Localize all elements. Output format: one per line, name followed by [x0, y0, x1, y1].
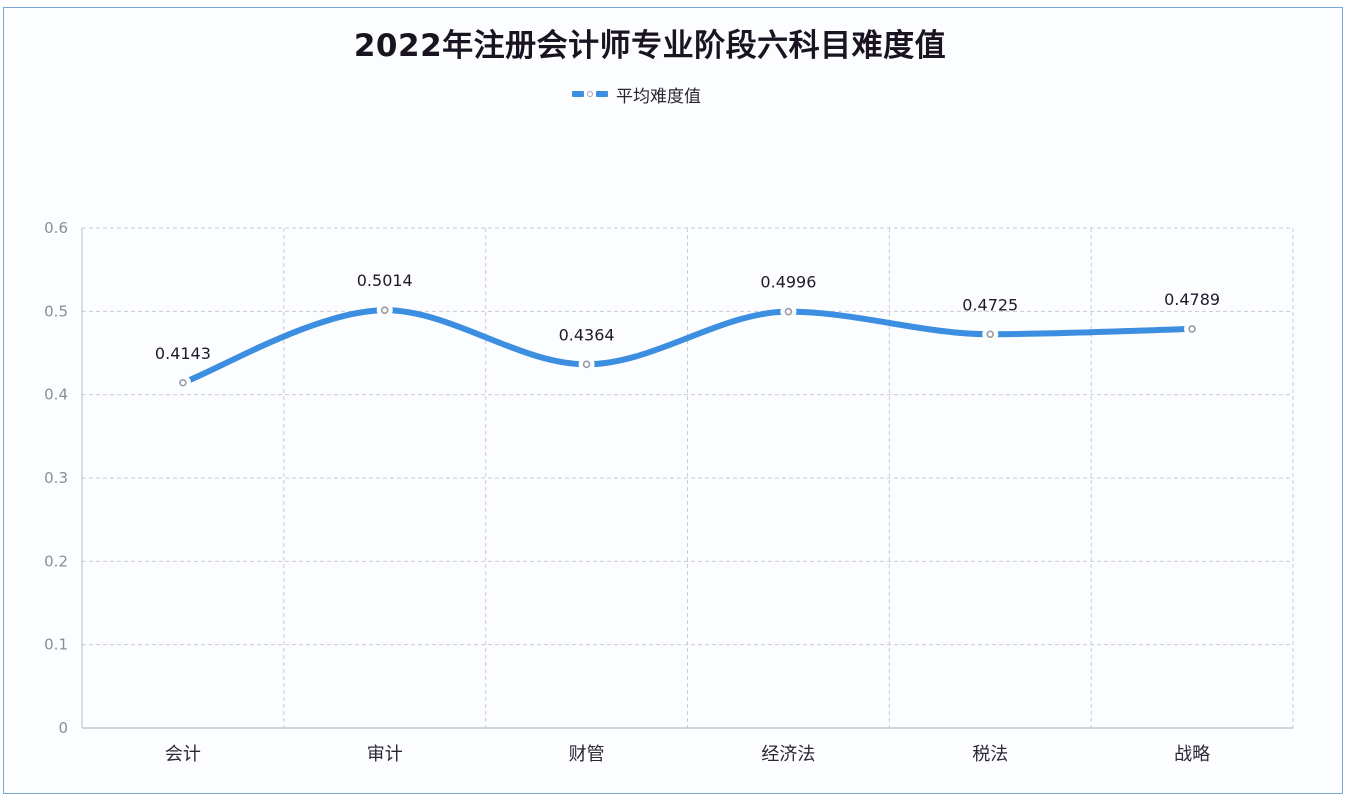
data-point-marker[interactable] [582, 360, 591, 369]
y-tick-label: 0.4 [44, 386, 68, 404]
data-label: 0.5014 [357, 271, 413, 290]
legend[interactable]: 平均难度值 [572, 82, 701, 107]
data-point-marker[interactable] [986, 330, 995, 339]
chart-frame [3, 7, 1343, 794]
y-axis-ticks: 0 0.1 0.2 0.3 0.4 0.5 0.6 [44, 219, 68, 737]
series-line [181, 307, 1193, 386]
data-label: 0.4789 [1164, 290, 1220, 309]
chart-title: 2022年注册会计师专业阶段六科目难度值 [353, 28, 947, 64]
data-series [174, 302, 1201, 391]
x-tick-label: 税法 [972, 744, 1008, 765]
x-tick-label: 审计 [367, 744, 403, 765]
legend-label: 平均难度值 [616, 86, 701, 107]
data-labels: 0.4143 0.5014 0.4364 0.4996 0.4725 0.4789 [155, 271, 1220, 363]
axes [81, 228, 1293, 729]
x-tick-label: 战略 [1174, 744, 1210, 765]
y-tick-label: 0.2 [44, 552, 68, 570]
y-tick-label: 0.5 [44, 302, 68, 320]
data-point-marker[interactable] [784, 307, 793, 316]
data-label: 0.4996 [760, 273, 816, 292]
data-point-marker[interactable] [1188, 325, 1196, 333]
data-label: 0.4364 [559, 325, 615, 344]
data-point-marker[interactable] [380, 306, 389, 314]
x-axis-ticks: 会计 审计 财管 经济法 税法 战略 [165, 744, 1210, 765]
data-label: 0.4725 [962, 295, 1018, 314]
y-tick-label: 0.1 [44, 636, 68, 654]
y-tick-label: 0.3 [44, 469, 68, 487]
y-tick-label: 0 [58, 719, 68, 737]
x-tick-label: 经济法 [761, 744, 815, 765]
data-label: 0.4143 [155, 344, 211, 363]
data-point-marker[interactable] [179, 378, 187, 387]
x-tick-label: 财管 [569, 744, 605, 765]
grid-lines [82, 227, 1294, 728]
x-tick-label: 会计 [165, 744, 201, 765]
y-tick-label: 0.6 [44, 219, 68, 237]
legend-line-marker-icon [572, 91, 608, 97]
